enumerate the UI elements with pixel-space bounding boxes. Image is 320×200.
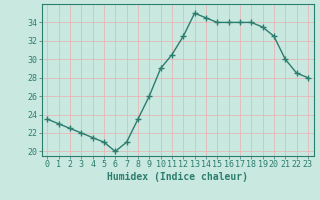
X-axis label: Humidex (Indice chaleur): Humidex (Indice chaleur) [107,172,248,182]
